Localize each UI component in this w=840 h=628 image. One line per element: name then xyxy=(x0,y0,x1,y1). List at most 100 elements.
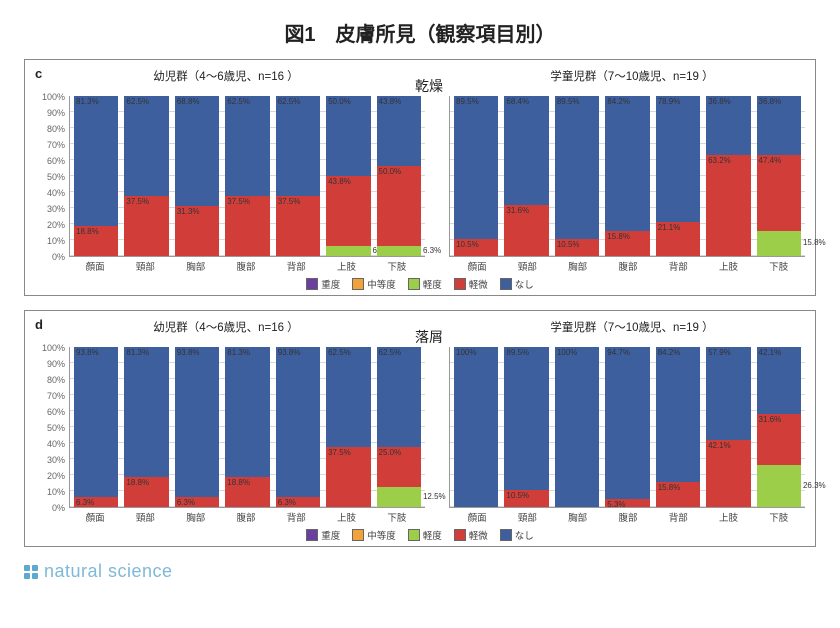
bar-segment: 31.6% xyxy=(757,414,801,465)
legend-swatch xyxy=(306,529,318,541)
legend-item: 重度 xyxy=(306,528,340,542)
bar-segment: 6.3% xyxy=(377,246,421,256)
bar-value-label: 62.5% xyxy=(227,98,250,106)
x-axis-label: 胸部 xyxy=(556,259,600,273)
x-axis-label: 背部 xyxy=(656,510,700,524)
bar-segment: 12.5% xyxy=(377,487,421,507)
bar-segment: 68.4% xyxy=(504,96,548,205)
bar-value-label: 37.5% xyxy=(328,449,351,457)
x-axis-label: 胸部 xyxy=(174,510,218,524)
x-axis-label: 下肢 xyxy=(757,510,801,524)
bar-value-label: 50.0% xyxy=(379,168,402,176)
bar-col: 50.0%43.8%6.3% xyxy=(326,96,370,256)
legend-swatch xyxy=(454,278,466,290)
bar-segment: 36.8% xyxy=(706,96,750,155)
panel-center-label: 乾燥 xyxy=(399,66,459,96)
chart-panel: d幼児群（4～6歳児、n=16 ）落屑学童児群（7～10歳児、n=19 ）100… xyxy=(24,310,816,547)
bar-segment: 47.4% xyxy=(757,155,801,231)
bar-col: 42.1%31.6%26.3% xyxy=(757,347,801,507)
bar-value-label: 31.3% xyxy=(177,208,200,216)
bar-segment: 100% xyxy=(454,347,498,507)
bar-segment: 37.5% xyxy=(124,196,168,256)
bar-segment: 89.5% xyxy=(504,347,548,490)
bar-segment: 62.5% xyxy=(377,347,421,447)
x-axis-label: 顔面 xyxy=(455,259,499,273)
bar-col: 68.8%31.3% xyxy=(175,96,219,256)
bar-value-label: 37.5% xyxy=(227,198,250,206)
bar-value-label: 37.5% xyxy=(126,198,149,206)
panels-container: c幼児群（4～6歳児、n=16 ）乾燥学童児群（7～10歳児、n=19 ）100… xyxy=(24,59,816,547)
legend-swatch xyxy=(352,529,364,541)
bar-segment: 37.5% xyxy=(276,196,320,256)
panel-subtitle-right: 学童児群（7～10歳児、n=19 ） xyxy=(459,317,805,335)
footer-text: natural science xyxy=(44,561,173,582)
bar-col: 81.3%18.8% xyxy=(74,96,118,256)
bar-value-label: 93.8% xyxy=(76,349,99,357)
bar-col: 62.5% 37.5% xyxy=(225,96,269,256)
bar-value-label: 81.3% xyxy=(76,98,99,106)
legend-swatch xyxy=(352,278,364,290)
bar-value-label: 47.4% xyxy=(759,157,782,165)
legend-item: 軽微 xyxy=(454,528,488,542)
bar-segment: 84.2% xyxy=(605,96,649,231)
legend-label: 軽度 xyxy=(423,277,442,291)
bar-value-label: 43.8% xyxy=(379,98,402,106)
bar-segment: 42.1% xyxy=(757,347,801,414)
legend-item: 軽度 xyxy=(408,528,442,542)
bar-segment: 89.5% xyxy=(555,96,599,239)
bar-value-label: 6.3% xyxy=(177,499,195,507)
bar-segment: 42.1% xyxy=(706,440,750,507)
bar-col: 100% xyxy=(454,347,498,507)
bar-segment: 84.2% xyxy=(656,347,700,482)
bar-segment: 18.8% xyxy=(124,477,168,507)
bar-col: 62.5%25.0%12.5% xyxy=(377,347,421,507)
bar-col: 62.5%37.5% xyxy=(124,96,168,256)
bar-value-label: 36.8% xyxy=(708,98,731,106)
bar-value-label: 36.8% xyxy=(759,98,782,106)
bar-value-label: 89.5% xyxy=(557,98,580,106)
bar-col: 94.7%5.3% xyxy=(605,347,649,507)
bar-col: 93.8%6.3% xyxy=(276,347,320,507)
bar-segment: 10.5% xyxy=(504,490,548,507)
bar-segment: 6.3% xyxy=(326,246,370,256)
bar-col: 81.3%18.8% xyxy=(225,347,269,507)
bar-value-label: 15.8% xyxy=(803,239,826,247)
panel-letter: c xyxy=(35,66,53,81)
bar-segment: 36.8% xyxy=(757,96,801,155)
bar-value-label: 26.3% xyxy=(803,482,826,490)
chart-left: 81.3%18.8%62.5%37.5%68.8%31.3%62.5%37.5%… xyxy=(69,96,425,257)
bar-value-label: 10.5% xyxy=(506,492,529,500)
legend-swatch xyxy=(408,278,420,290)
chart-right: 89.5%10.5%68.4%31.6%89.5%10.5%84.2%15.8%… xyxy=(449,96,805,257)
bar-value-label: 68.4% xyxy=(506,98,529,106)
chart-panel: c幼児群（4～6歳児、n=16 ）乾燥学童児群（7～10歳児、n=19 ）100… xyxy=(24,59,816,296)
legend-item: 軽微 xyxy=(454,277,488,291)
bar-value-label: 43.8% xyxy=(328,178,351,186)
legend-label: 軽度 xyxy=(423,528,442,542)
bar-segment: 15.8% xyxy=(605,231,649,256)
bar-col: 68.4%31.6% xyxy=(504,96,548,256)
bar-col: 100% xyxy=(555,347,599,507)
bar-col: 57.9% 42.1% xyxy=(706,347,750,507)
bar-value-label: 42.1% xyxy=(708,442,731,450)
bar-segment: 37.5% xyxy=(326,447,370,507)
bar-segment: 10.5% xyxy=(454,239,498,256)
x-axis-label: 腹部 xyxy=(224,259,268,273)
bar-segment: 43.8% xyxy=(377,96,421,166)
x-axis-label: 下肢 xyxy=(757,259,801,273)
bar-col: 93.8%6.3% xyxy=(175,347,219,507)
x-axis-label: 腹部 xyxy=(606,259,650,273)
bar-value-label: 57.9% xyxy=(708,349,731,357)
x-axis-label: 顔面 xyxy=(73,510,117,524)
x-axis-label: 上肢 xyxy=(324,510,368,524)
x-axis-label: 背部 xyxy=(656,259,700,273)
legend-item: 軽度 xyxy=(408,277,442,291)
bar-value-label: 84.2% xyxy=(658,349,681,357)
legend-swatch xyxy=(408,529,420,541)
bar-value-label: 18.8% xyxy=(227,479,250,487)
bar-segment: 10.5% xyxy=(555,239,599,256)
bar-value-label: 94.7% xyxy=(607,349,630,357)
x-axis-label: 背部 xyxy=(274,259,318,273)
panel-subtitle-right: 学童児群（7～10歳児、n=19 ） xyxy=(459,66,805,84)
bar-value-label: 31.6% xyxy=(759,416,782,424)
